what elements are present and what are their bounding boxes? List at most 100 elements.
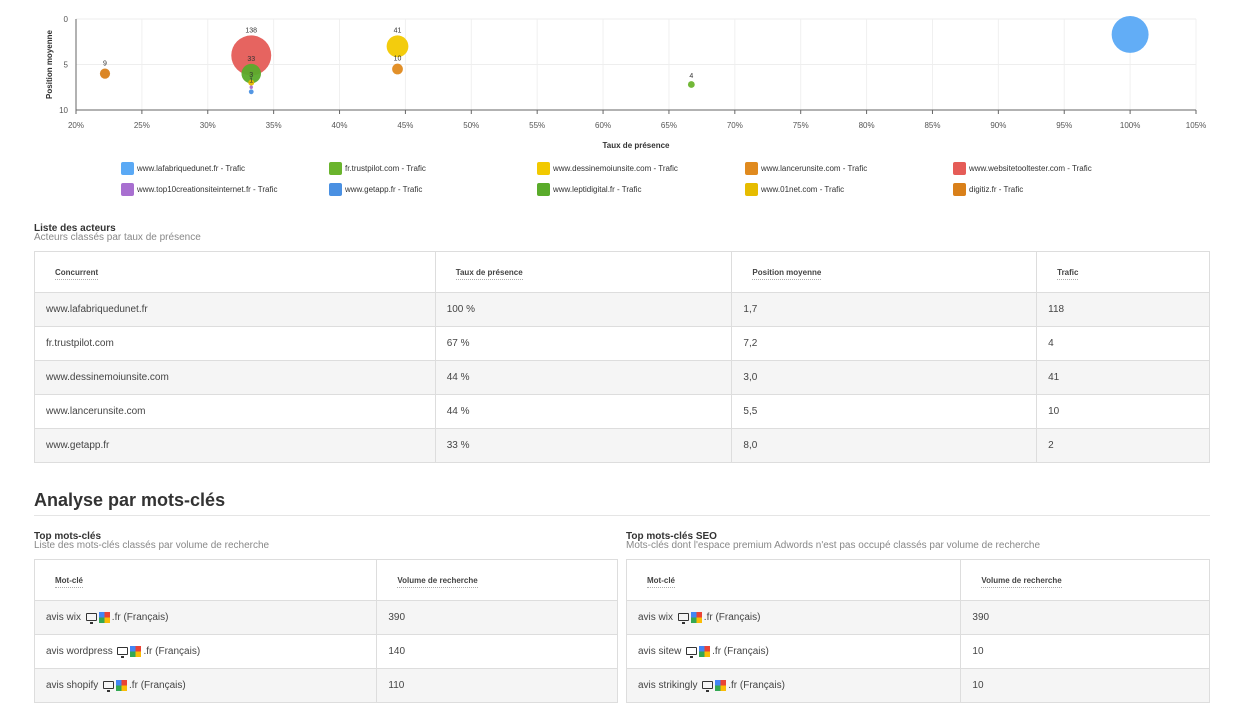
legend-item[interactable]: www.leptidigital.fr - Trafic	[537, 183, 641, 196]
cell-trafic: 10	[1036, 394, 1210, 429]
legend-swatch	[953, 162, 966, 175]
data-point	[248, 89, 254, 95]
x-tick-label: 30%	[200, 121, 216, 130]
legend-item[interactable]: www.lafabriquedunet.fr - Trafic	[121, 162, 245, 175]
cell-keyword: avis strikingly .fr (Français)	[625, 668, 962, 703]
x-tick-label: 80%	[859, 121, 875, 130]
legend-item[interactable]: www.01net.com - Trafic	[745, 183, 844, 196]
chart-legend: www.lafabriquedunet.fr - Trafic fr.trustp…	[0, 160, 1237, 200]
data-point	[99, 68, 111, 79]
desktop-icon	[702, 681, 714, 693]
legend-item[interactable]: www.lancerunsite.com - Trafic	[745, 162, 867, 175]
legend-label: digitiz.fr - Trafic	[969, 185, 1024, 194]
legend-item[interactable]: www.top10creationsiteinternet.fr - Trafi…	[121, 183, 278, 196]
actors-table: Concurrent Taux de présence Position moy…	[34, 251, 1210, 463]
cell-concurrent: www.lancerunsite.com	[34, 394, 436, 429]
cell-keyword: avis wix .fr (Français)	[33, 600, 378, 635]
cell-volume: 110	[376, 668, 618, 703]
legend-swatch	[745, 183, 758, 196]
desktop-icon	[677, 613, 689, 625]
table-row: avis wix .fr (Français) 390	[33, 600, 618, 635]
table-row: avis wordpress .fr (Français) 140	[33, 634, 618, 669]
x-axis-title: Taux de présence	[603, 141, 671, 150]
data-point	[386, 35, 409, 58]
col-header-keyword[interactable]: Mot-clé	[625, 559, 962, 601]
col-header-volume[interactable]: Volume de recherche	[960, 559, 1210, 601]
data-label: 4	[689, 73, 693, 80]
col-header-volume[interactable]: Volume de recherche	[376, 559, 618, 601]
legend-label: www.getapp.fr - Trafic	[345, 185, 423, 194]
cell-keyword: avis wix .fr (Français)	[625, 600, 962, 635]
google-icon	[98, 611, 110, 623]
google-icon	[130, 645, 142, 657]
data-point	[241, 63, 262, 84]
legend-label: www.lafabriquedunet.fr - Trafic	[137, 164, 246, 173]
cell-keyword: avis sitew .fr (Français)	[625, 634, 962, 669]
cell-volume: 10	[960, 634, 1210, 669]
cell-position: 7,2	[731, 326, 1038, 361]
cell-presence: 100 %	[434, 292, 733, 327]
x-tick-label: 40%	[332, 121, 348, 130]
legend-item[interactable]: fr.trustpilot.com - Trafic	[329, 162, 426, 175]
x-tick-label: 100%	[1120, 121, 1140, 130]
top-seo-title: Top mots-clés SEO	[626, 531, 717, 542]
cell-concurrent: www.dessinemoiunsite.com	[34, 360, 436, 395]
x-tick-label: 20%	[68, 121, 84, 130]
table-row: avis strikingly .fr (Français) 10	[625, 668, 1210, 703]
top-seo-header-row: Mot-clé Volume de recherche	[625, 559, 1210, 601]
table-row: fr.trustpilot.com 67 % 7,2 4	[34, 326, 1210, 361]
legend-swatch	[121, 183, 134, 196]
col-header-position[interactable]: Position moyenne	[731, 251, 1038, 293]
data-label: 41	[394, 27, 402, 34]
cell-volume: 140	[376, 634, 618, 669]
data-label: 1	[249, 78, 253, 85]
chart-svg: 20% 25% 30% 35% 40% 45% 50% 55% 60% 65% 70% 75% 80% 8…	[45, 15, 1206, 150]
cell-concurrent: fr.trustpilot.com	[34, 326, 436, 361]
col-header-trafic[interactable]: Trafic	[1036, 251, 1210, 293]
data-label: 33	[247, 56, 255, 63]
legend-label: www.dessinemoiunsite.com - Trafic	[553, 164, 678, 173]
table-row: www.getapp.fr 33 % 8,0 2	[34, 428, 1210, 463]
legend-label: www.top10creationsiteinternet.fr - Trafi…	[137, 185, 278, 194]
data-point	[1111, 16, 1149, 53]
google-icon	[699, 645, 711, 657]
col-header-presence[interactable]: Taux de présence	[434, 251, 733, 293]
table-row: www.lancerunsite.com 44 % 5,5 10	[34, 394, 1210, 429]
cell-trafic: 2	[1036, 428, 1210, 463]
legend-item[interactable]: www.dessinemoiunsite.com - Trafic	[537, 162, 678, 175]
legend-label: www.lancerunsite.com - Trafic	[761, 164, 868, 173]
top-keywords-header-row: Mot-clé Volume de recherche	[33, 559, 618, 601]
cell-volume: 390	[960, 600, 1210, 635]
legend-label: www.leptidigital.fr - Trafic	[553, 185, 642, 194]
data-label: 10	[394, 56, 402, 63]
data-point	[231, 35, 272, 76]
desktop-icon	[85, 613, 97, 625]
cell-volume: 390	[376, 600, 618, 635]
legend-swatch	[329, 183, 342, 196]
bubble-chart: 20% 25% 30% 35% 40% 45% 50% 55% 60% 65% 70% 75% 80% 8…	[0, 0, 1237, 160]
data-point	[392, 63, 403, 75]
table-row: avis wix .fr (Français) 390	[625, 600, 1210, 635]
legend-label: www.01net.com - Trafic	[761, 185, 845, 194]
legend-item[interactable]: www.getapp.fr - Trafic	[329, 183, 422, 196]
data-point	[248, 79, 255, 86]
legend-item[interactable]: www.websitetooltester.com - Trafic	[953, 162, 1092, 175]
desktop-icon	[117, 647, 129, 659]
top-keywords-subtitle: Liste des mots-clés classés par volume d…	[34, 540, 270, 551]
cell-keyword: avis shopify .fr (Français)	[33, 668, 378, 703]
table-row: avis shopify .fr (Français) 110	[33, 668, 618, 703]
actors-subtitle: Acteurs classés par taux de présence	[34, 232, 201, 243]
cell-trafic: 41	[1036, 360, 1210, 395]
legend-item[interactable]: digitiz.fr - Trafic	[953, 183, 1023, 196]
x-tick-label: 25%	[134, 121, 150, 130]
col-header-concurrent[interactable]: Concurrent	[34, 251, 436, 293]
top-seo-table: Mot-clé Volume de recherche avis wix .fr…	[625, 559, 1210, 703]
y-axis-title: Position moyenne	[45, 30, 54, 99]
col-header-keyword[interactable]: Mot-clé	[33, 559, 378, 601]
x-tick-label: 95%	[1056, 121, 1072, 130]
cell-trafic: 4	[1036, 326, 1210, 361]
top-seo-subtitle: Mots-clés dont l'espace premium Adwords …	[626, 540, 1041, 551]
y-tick-label: 0	[64, 15, 69, 24]
actors-title: Liste des acteurs	[34, 223, 116, 234]
x-tick-label: 35%	[266, 121, 282, 130]
